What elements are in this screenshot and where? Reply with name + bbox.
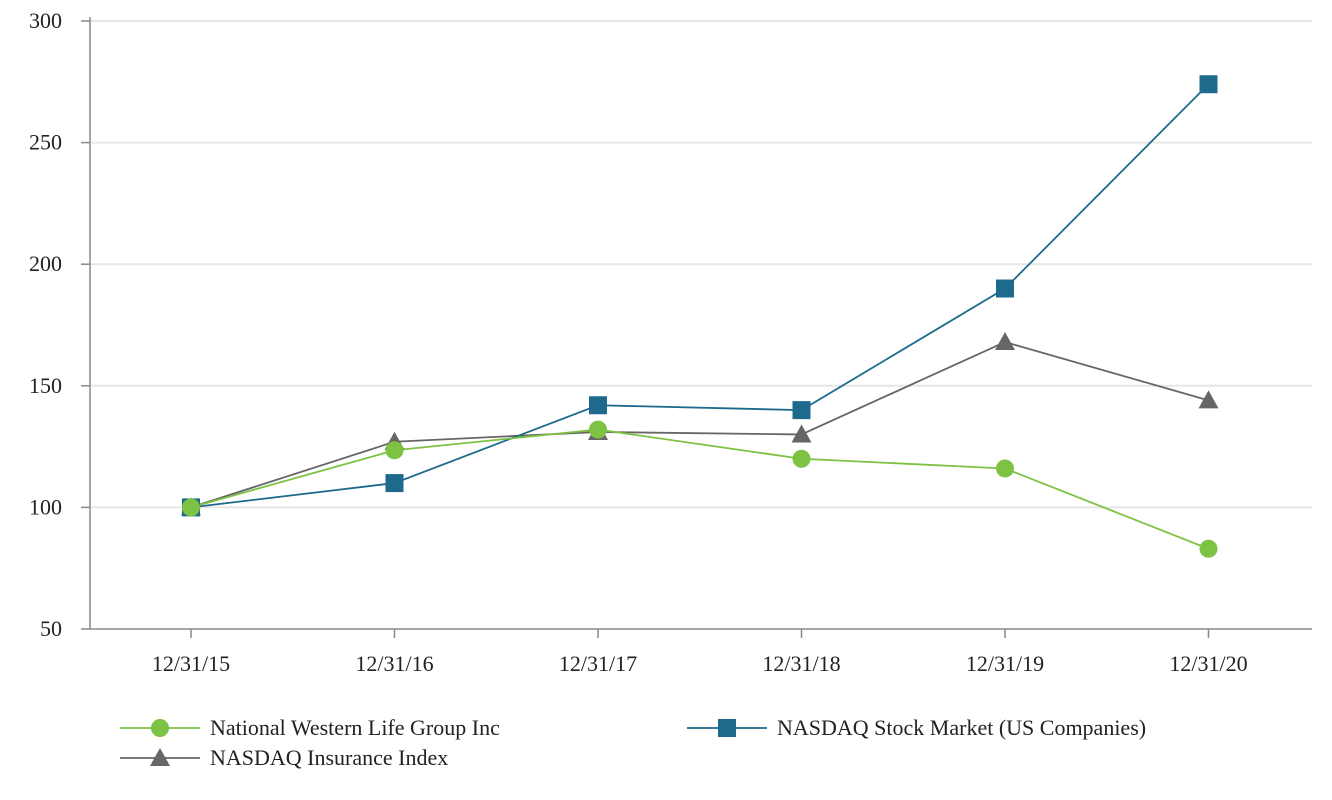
legend-marker-circle (151, 719, 169, 737)
x-tick-label: 12/31/17 (559, 651, 637, 676)
legend-marker-square (718, 719, 736, 737)
data-point-circle (1199, 539, 1218, 558)
legend-item: NASDAQ Stock Market (US Companies) (687, 715, 1146, 740)
legend-label: NASDAQ Stock Market (US Companies) (777, 715, 1146, 740)
data-point-square (996, 279, 1014, 298)
axes (81, 17, 1312, 638)
y-tick-label: 200 (29, 251, 62, 276)
data-point-square (1199, 75, 1218, 94)
x-tick-label: 12/31/16 (355, 651, 433, 676)
legend: National Western Life Group Inc NASDAQ St… (120, 715, 1146, 770)
data-point-circle (996, 459, 1014, 478)
y-tick-label: 150 (29, 373, 62, 398)
data-point-triangle (1198, 390, 1219, 409)
y-tick-label: 250 (29, 130, 62, 155)
data-point-circle (385, 441, 404, 460)
series-line-triangle (190, 341, 1209, 509)
data-point-triangle (791, 424, 812, 443)
legend-marker-triangle (150, 748, 170, 766)
legend-label: National Western Life Group Inc (210, 715, 500, 740)
data-point-square (589, 396, 607, 415)
legend-label: NASDAQ Insurance Index (210, 745, 448, 770)
data-point-circle (182, 498, 200, 517)
data-point-triangle (995, 332, 1015, 351)
x-tick-label: 12/31/20 (1169, 651, 1247, 676)
x-tick-label: 12/31/18 (762, 651, 840, 676)
y-tick-labels: 50 100 150 200 250 300 (29, 8, 62, 641)
legend-item: National Western Life Group Inc (120, 715, 500, 740)
data-point-circle (589, 420, 607, 439)
grid-lines (90, 20, 1312, 509)
data-point-square (385, 474, 404, 493)
data-point-square (792, 401, 811, 420)
legend-item: NASDAQ Insurance Index (120, 745, 448, 770)
series-line-square (190, 83, 1210, 509)
x-tick-labels: 12/31/15 12/31/16 12/31/17 12/31/18 12/31/19… (152, 651, 1248, 676)
y-tick-label: 100 (29, 494, 62, 519)
series-line-circle (190, 428, 1209, 550)
series-lines (181, 75, 1219, 558)
y-tick-label: 300 (29, 8, 62, 33)
y-tick-label: 50 (40, 616, 62, 641)
x-tick-label: 12/31/19 (966, 651, 1044, 676)
data-point-circle (792, 449, 811, 468)
x-tick-label: 12/31/15 (152, 651, 230, 676)
